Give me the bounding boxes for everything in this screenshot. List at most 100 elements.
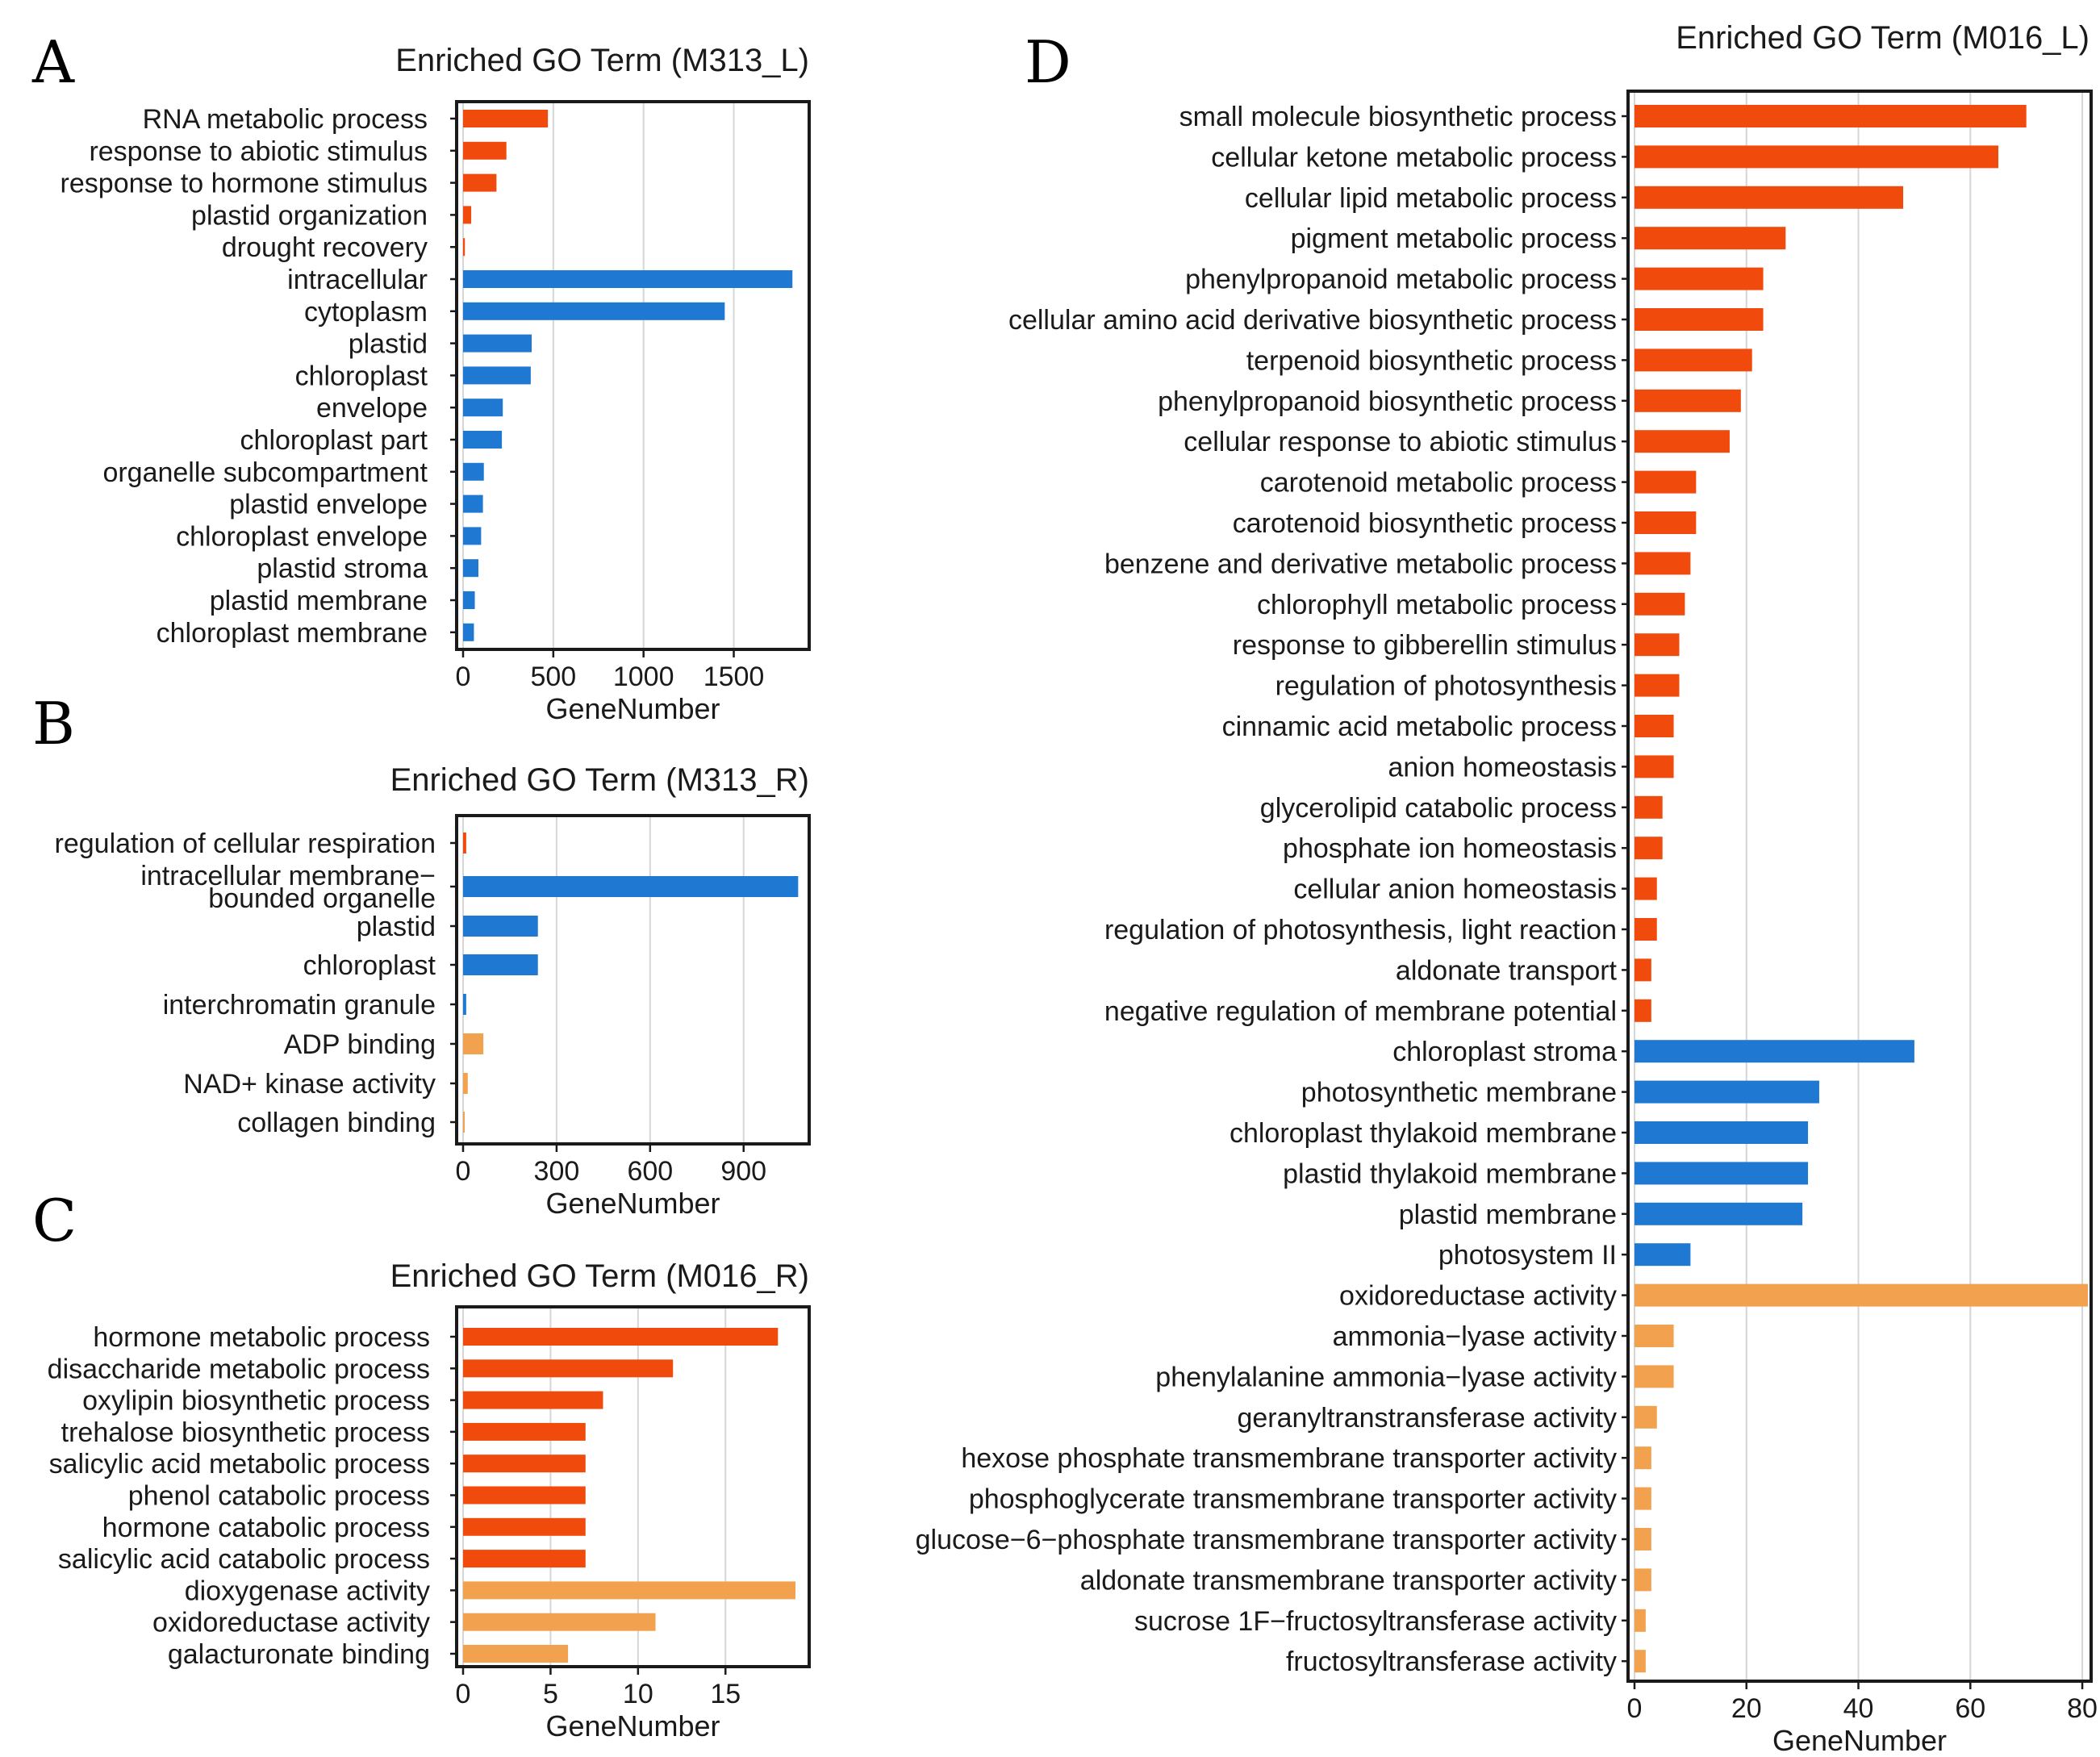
category-label: geranyltranstransferase activity (1237, 1403, 1617, 1434)
category-label: aldonate transmembrane transporter activ… (1080, 1565, 1617, 1596)
bar-plastid-thylakoid-membrane (1634, 1162, 1809, 1185)
category-label: intracellular membrane− bounded organelle (140, 861, 436, 914)
bar-interchromatin-granule (463, 994, 466, 1015)
category-label: plastid stroma (257, 553, 428, 584)
panel-a: A Enriched GO Term (M313_L) RNA metabolic … (31, 28, 811, 725)
category-label: chloroplast (303, 950, 436, 981)
x-tick-label: 20 (1731, 1693, 1762, 1724)
category-label: aldonate transport (1396, 955, 1618, 986)
bar-regulation-of-photosynthesis (1634, 674, 1680, 697)
category-label: phenylpropanoid biosynthetic process (1158, 386, 1617, 417)
category-label: carotenoid metabolic process (1260, 468, 1617, 499)
category-label: regulation of cellular respiration (55, 828, 436, 859)
category-label: drought recovery (222, 232, 428, 263)
category-label: NAD+ kinase activity (183, 1069, 436, 1100)
x-tick-label: 900 (720, 1156, 766, 1187)
x-axis-label: GeneNumber (545, 692, 720, 725)
category-label: salicylic acid catabolic process (58, 1544, 430, 1575)
category-label: plastid (357, 912, 436, 942)
bar-hormone-catabolic-process (463, 1517, 586, 1536)
bar-aldonate-transport (1634, 958, 1651, 982)
bar-adp-binding (463, 1033, 484, 1054)
bar-salicylic-acid-catabolic-process (463, 1550, 586, 1568)
category-label: chlorophyll metabolic process (1257, 590, 1617, 620)
category-label: cytoplasm (304, 297, 428, 328)
bar-benzene-and-derivative-metabolic-process (1634, 552, 1691, 575)
category-label: glycerolipid catabolic process (1260, 793, 1617, 824)
category-label: phenol catabolic process (128, 1481, 430, 1512)
category-label: response to hormone stimulus (61, 169, 428, 199)
category-label: trehalose biosynthetic process (61, 1417, 430, 1448)
bar-intracellular-membrane-bounded-organelle (463, 876, 799, 897)
panel-letter: B (32, 690, 75, 757)
category-label: plastid membrane (210, 586, 428, 616)
bar-fructosyltransferase-activity (1634, 1650, 1646, 1673)
bar-chloroplast-part (463, 431, 503, 449)
category-label: terpenoid biosynthetic process (1246, 345, 1617, 376)
x-tick-label: 1000 (613, 661, 674, 692)
bar-oxidoreductase-activity (463, 1613, 656, 1631)
bar-plastid-envelope (463, 495, 483, 513)
bar-small-molecule-biosynthetic-process (1634, 105, 2027, 127)
x-tick-label: 80 (2067, 1693, 2098, 1724)
category-label: collagen binding (237, 1108, 436, 1138)
bar-disaccharide-metabolic-process (463, 1359, 674, 1378)
chart-title: Enriched GO Term (M016_L) (1676, 20, 2090, 56)
bar-response-to-gibberellin-stimulus (1634, 633, 1680, 657)
plot-frame (455, 1305, 811, 1668)
x-tick-label: 600 (627, 1156, 673, 1187)
category-label: small molecule biosynthetic process (1179, 102, 1617, 132)
bar-regulation-of-cellular-respiration (463, 833, 466, 853)
category-label: phosphoglycerate transmembrane transport… (969, 1484, 1617, 1515)
bar-salicylic-acid-metabolic-process (463, 1454, 586, 1473)
category-label: carotenoid biosynthetic process (1233, 508, 1617, 539)
bar-chloroplast (463, 954, 538, 975)
category-label: hexose phosphate transmembrane transport… (961, 1443, 1617, 1474)
bar-organelle-subcompartment (463, 462, 484, 481)
category-label: regulation of photosynthesis, light reac… (1104, 915, 1617, 945)
bar-envelope (463, 399, 503, 417)
category-label: oxylipin biosynthetic process (82, 1386, 430, 1417)
category-label: cellular lipid metabolic process (1245, 183, 1617, 214)
category-label: chloroplast part (240, 425, 428, 456)
bar-chloroplast-thylakoid-membrane (1634, 1121, 1809, 1144)
bar-nad-kinase-activity (463, 1073, 468, 1094)
bar-glycerolipid-catabolic-process (1634, 795, 1663, 819)
bar-pigment-metabolic-process (1634, 227, 1786, 250)
x-tick-label: 60 (1955, 1693, 1985, 1724)
category-label: cinnamic acid metabolic process (1222, 712, 1617, 742)
bar-photosynthetic-membrane (1634, 1080, 1819, 1104)
category-label: salicylic acid metabolic process (49, 1449, 430, 1479)
bar-cinnamic-acid-metabolic-process (1634, 715, 1674, 737)
chart-title: Enriched GO Term (M313_L) (395, 43, 809, 78)
category-label: RNA metabolic process (143, 104, 428, 135)
x-axis-label: GeneNumber (545, 1187, 720, 1220)
bar-ammonia-lyase-activity (1634, 1325, 1674, 1347)
bar-cellular-lipid-metabolic-process (1634, 186, 1904, 209)
plot-frame (455, 814, 811, 1146)
bar-phosphate-ion-homeostasis (1634, 837, 1663, 860)
bar-phosphoglycerate-transmembrane-transporter-activity (1634, 1487, 1651, 1510)
panel-letter: D (1025, 28, 1071, 96)
bar-regulation-of-photosynthesis-light-reaction (1634, 918, 1657, 941)
category-label: glucose−6−phosphate transmembrane transp… (916, 1525, 1617, 1555)
category-label: chloroplast thylakoid membrane (1230, 1118, 1617, 1149)
bar-dioxygenase-activity (463, 1581, 795, 1600)
category-label: phenylpropanoid metabolic process (1185, 265, 1617, 295)
bar-anion-homeostasis (1634, 755, 1674, 778)
bar-trehalose-biosynthetic-process (463, 1422, 586, 1441)
category-label: plastid membrane (1399, 1200, 1617, 1230)
x-tick-label: 0 (456, 1679, 471, 1709)
category-label: fructosyltransferase activity (1286, 1646, 1617, 1677)
category-label: photosynthetic membrane (1301, 1078, 1617, 1108)
bar-chloroplast-membrane (463, 623, 474, 641)
chart-title: Enriched GO Term (M016_R) (390, 1258, 809, 1294)
bar-phenylalanine-ammonia-lyase-activity (1634, 1365, 1674, 1388)
bar-sucrose-1f-fructosyltransferase-activity (1634, 1609, 1646, 1632)
bar-plastid-membrane (1634, 1202, 1803, 1225)
category-label: plastid envelope (229, 490, 428, 520)
bar-phenylpropanoid-biosynthetic-process (1634, 389, 1741, 412)
bar-hormone-metabolic-process (463, 1328, 779, 1346)
category-label: cellular response to abiotic stimulus (1184, 427, 1617, 457)
